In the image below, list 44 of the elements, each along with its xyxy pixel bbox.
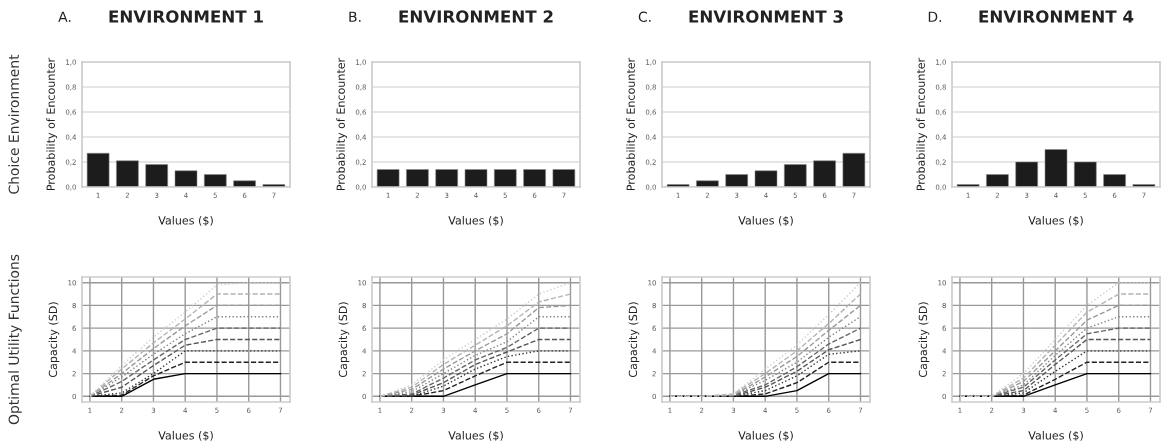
x-axis-title: Values ($) xyxy=(738,430,793,442)
bar xyxy=(174,170,198,187)
bar xyxy=(986,174,1009,187)
x-axis-title: Values ($) xyxy=(158,430,213,442)
bar xyxy=(813,160,836,187)
chart-title: ENVIRONMENT 1 xyxy=(109,10,263,23)
y-axis-title: Probability of Encounter xyxy=(46,57,58,191)
y-axis-title: Probability of Encounter xyxy=(626,57,638,191)
bar xyxy=(725,174,748,187)
bar xyxy=(696,180,719,187)
bar xyxy=(754,170,778,187)
bar xyxy=(233,180,256,187)
text: B. xyxy=(349,11,361,22)
bar xyxy=(1074,161,1097,187)
x-axis-title: Values ($) xyxy=(738,215,793,227)
bar xyxy=(204,174,227,187)
y-axis-title: Capacity (SD) xyxy=(48,302,60,378)
chart-title: ENVIRONMENT 2 xyxy=(399,10,553,23)
y-axis-title: Capacity (SD) xyxy=(628,302,640,378)
x-axis-title: Values ($) xyxy=(1028,430,1083,442)
x-axis-title: Values ($) xyxy=(448,430,503,442)
y-axis-title: Probability of Encounter xyxy=(336,57,348,191)
bar xyxy=(842,152,866,187)
text: Optimal Utility Functions xyxy=(8,254,22,425)
bar xyxy=(1103,174,1126,187)
x-axis-title: Values ($) xyxy=(1028,215,1083,227)
y-axis-title: Capacity (SD) xyxy=(338,302,350,378)
bar xyxy=(1015,161,1038,187)
chart-title: ENVIRONMENT 3 xyxy=(689,10,843,23)
bar xyxy=(1044,149,1068,187)
text: C. xyxy=(638,11,651,23)
bar xyxy=(116,160,139,187)
y-axis-title: Capacity (SD) xyxy=(918,302,930,378)
y-axis-title: Probability of Encounter xyxy=(916,57,928,191)
x-axis-title: Values ($) xyxy=(448,215,503,227)
line-series xyxy=(89,338,282,398)
text: Choice Environment xyxy=(8,54,20,194)
bar xyxy=(145,164,168,187)
x-axis-title: Values ($) xyxy=(158,215,213,227)
text: D. xyxy=(928,11,942,22)
text: A. xyxy=(58,11,71,22)
chart-title: ENVIRONMENT 4 xyxy=(979,10,1134,23)
bar xyxy=(86,152,110,187)
bar xyxy=(784,164,807,187)
